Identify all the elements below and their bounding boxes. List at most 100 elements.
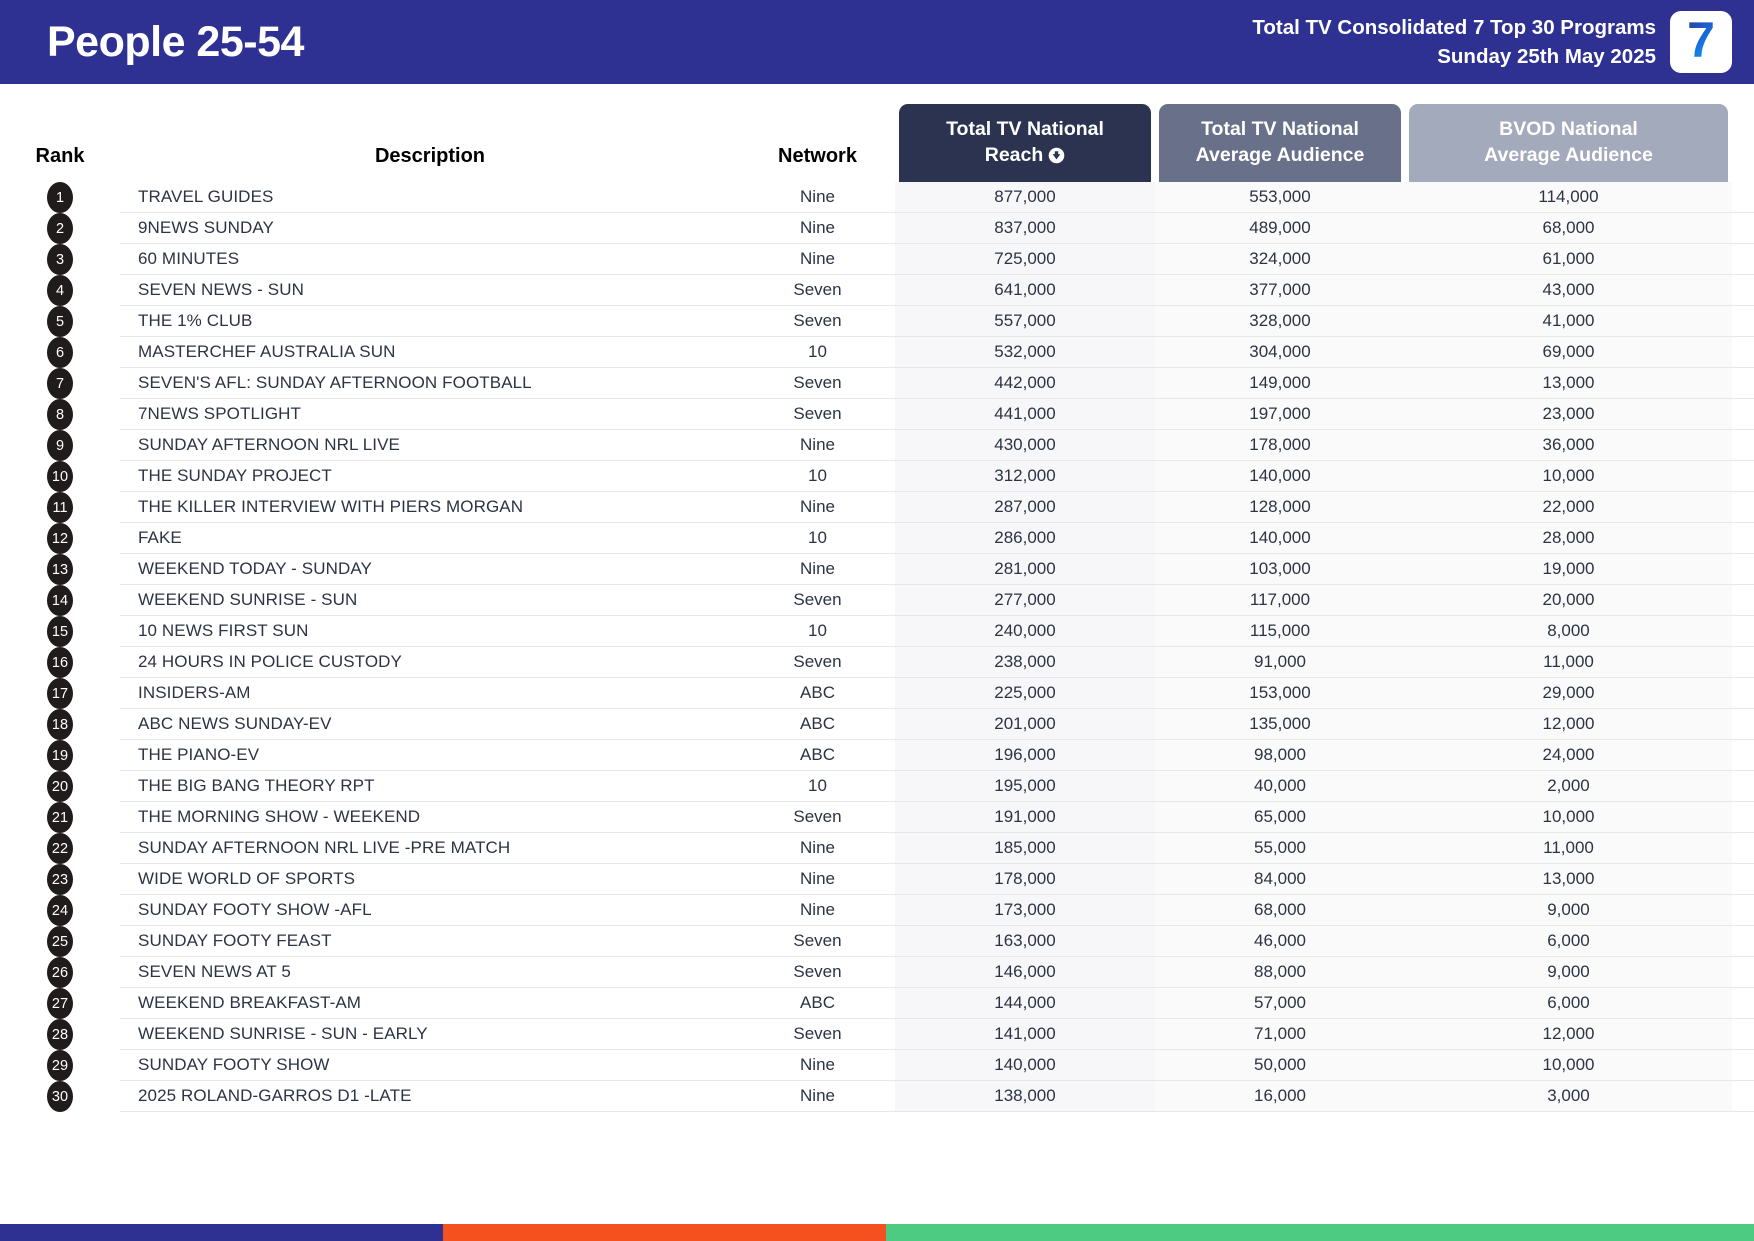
total-tv-reach-cell: 238,000 [895,647,1155,678]
table-row[interactable]: 27 WEEKEND BREAKFAST-AM ABC 144,000 57,000 6,… [0,988,1754,1019]
total-tv-average-audience-cell: 489,000 [1155,213,1405,244]
column-header-rank[interactable]: Rank [0,84,120,182]
bvod-average-audience-cell: 9,000 [1405,895,1732,926]
total-tv-average-audience-cell: 84,000 [1155,864,1405,895]
table-row[interactable]: 26 SEVEN NEWS AT 5 Seven 146,000 88,000 9,000 [0,957,1754,988]
rank-badge: 25 [47,926,73,957]
description-cell: THE BIG BANG THEORY RPT [120,771,740,802]
table-row[interactable]: 25 SUNDAY FOOTY FEAST Seven 163,000 46,000 6,… [0,926,1754,957]
total-tv-reach-cell: 312,000 [895,461,1155,492]
column-header-description[interactable]: Description [120,84,740,182]
bvod-average-audience-cell: 11,000 [1405,647,1732,678]
header-meta: Total TV Consolidated 7 Top 30 Programs … [1252,13,1656,71]
total-tv-reach-cell: 225,000 [895,678,1155,709]
row-spacer-cell [1732,802,1754,833]
total-tv-reach-cell: 287,000 [895,492,1155,523]
table-row[interactable]: 1 TRAVEL GUIDES Nine 877,000 553,000 114,000 [0,182,1754,213]
column-header-bvod-average-audience[interactable]: BVOD National Average Audience [1405,84,1732,182]
network-cell: Nine [740,213,895,244]
footer-segment-green [886,1224,1754,1241]
total-tv-reach-cell: 140,000 [895,1050,1155,1081]
header-right-group: Total TV Consolidated 7 Top 30 Programs … [1252,11,1732,73]
table-row[interactable]: 5 THE 1% CLUB Seven 557,000 328,000 41,000 [0,306,1754,337]
total-tv-reach-cell: 144,000 [895,988,1155,1019]
table-row[interactable]: 19 THE PIANO-EV ABC 196,000 98,000 24,000 [0,740,1754,771]
total-tv-average-audience-cell: 98,000 [1155,740,1405,771]
table-row[interactable]: 16 24 HOURS IN POLICE CUSTODY Seven 238,000… [0,647,1754,678]
programs-table-container: Rank Description Network Total TV Nation… [0,84,1754,1112]
table-row[interactable]: 4 SEVEN NEWS - SUN Seven 641,000 377,000 43,0… [0,275,1754,306]
table-row[interactable]: 12 FAKE 10 286,000 140,000 28,000 [0,523,1754,554]
table-row[interactable]: 24 SUNDAY FOOTY SHOW -AFL Nine 173,000 68,00… [0,895,1754,926]
total-tv-average-audience-cell: 140,000 [1155,523,1405,554]
network-cell: Seven [740,957,895,988]
rank-badge: 28 [47,1019,73,1050]
column-header-total-tv-average-audience[interactable]: Total TV National Average Audience [1155,84,1405,182]
table-row[interactable]: 28 WEEKEND SUNRISE - SUN - EARLY Seven 141,… [0,1019,1754,1050]
network-cell: Nine [740,1050,895,1081]
network-cell: Seven [740,647,895,678]
total-tv-average-audience-cell: 103,000 [1155,554,1405,585]
description-cell: SEVEN'S AFL: SUNDAY AFTERNOON FOOTBALL [120,368,740,399]
total-tv-reach-cell: 173,000 [895,895,1155,926]
table-row[interactable]: 9 SUNDAY AFTERNOON NRL LIVE Nine 430,000 178… [0,430,1754,461]
table-row[interactable]: 3 60 MINUTES Nine 725,000 324,000 61,000 [0,244,1754,275]
rank-badge: 14 [47,585,73,616]
rank-badge: 24 [47,895,73,926]
row-spacer-cell [1732,337,1754,368]
column-header-rank-label: Rank [35,145,85,167]
description-cell: WIDE WORLD OF SPORTS [120,864,740,895]
network-cell: ABC [740,988,895,1019]
column-header-reach-line2-wrap: Reach [985,143,1066,169]
total-tv-reach-cell: 532,000 [895,337,1155,368]
row-spacer-cell [1732,1081,1754,1112]
total-tv-average-audience-cell: 324,000 [1155,244,1405,275]
rank-cell: 18 [0,709,120,740]
table-row[interactable]: 21 THE MORNING SHOW - WEEKEND Seven 191,000… [0,802,1754,833]
table-row[interactable]: 15 10 NEWS FIRST SUN 10 240,000 115,000 8,000 [0,616,1754,647]
table-row[interactable]: 13 WEEKEND TODAY - SUNDAY Nine 281,000 103,0… [0,554,1754,585]
total-tv-reach-cell: 277,000 [895,585,1155,616]
description-cell: SEVEN NEWS AT 5 [120,957,740,988]
table-row[interactable]: 6 MASTERCHEF AUSTRALIA SUN 10 532,000 304,00… [0,337,1754,368]
table-row[interactable]: 20 THE BIG BANG THEORY RPT 10 195,000 40,000… [0,771,1754,802]
row-spacer-cell [1732,492,1754,523]
table-row[interactable]: 2 9NEWS SUNDAY Nine 837,000 489,000 68,000 [0,213,1754,244]
sort-descending-icon[interactable] [1048,146,1065,164]
table-row[interactable]: 10 THE SUNDAY PROJECT 10 312,000 140,000 10,0… [0,461,1754,492]
rank-cell: 2 [0,213,120,244]
total-tv-average-audience-cell: 91,000 [1155,647,1405,678]
table-row[interactable]: 8 7NEWS SPOTLIGHT Seven 441,000 197,000 23,00… [0,399,1754,430]
rank-cell: 15 [0,616,120,647]
total-tv-reach-cell: 725,000 [895,244,1155,275]
description-cell: 2025 ROLAND-GARROS D1 -LATE [120,1081,740,1112]
table-row[interactable]: 17 INSIDERS-AM ABC 225,000 153,000 29,000 [0,678,1754,709]
table-row[interactable]: 22 SUNDAY AFTERNOON NRL LIVE -PRE MATCH Ni… [0,833,1754,864]
network-cell: 10 [740,771,895,802]
rank-cell: 12 [0,523,120,554]
table-row[interactable]: 18 ABC NEWS SUNDAY-EV ABC 201,000 135,000 12,… [0,709,1754,740]
network-cell: Nine [740,895,895,926]
column-header-network[interactable]: Network [740,84,895,182]
total-tv-average-audience-cell: 328,000 [1155,306,1405,337]
total-tv-reach-cell: 281,000 [895,554,1155,585]
row-spacer-cell [1732,399,1754,430]
description-cell: FAKE [120,523,740,554]
row-spacer-cell [1732,895,1754,926]
table-row[interactable]: 29 SUNDAY FOOTY SHOW Nine 140,000 50,000 10,0… [0,1050,1754,1081]
total-tv-average-audience-cell: 153,000 [1155,678,1405,709]
column-header-spacer [1732,84,1754,182]
table-row[interactable]: 23 WIDE WORLD OF SPORTS Nine 178,000 84,000 1… [0,864,1754,895]
total-tv-reach-cell: 163,000 [895,926,1155,957]
column-header-total-tv-reach[interactable]: Total TV National Reach [895,84,1155,182]
table-row[interactable]: 7 SEVEN'S AFL: SUNDAY AFTERNOON FOOTBALL S… [0,368,1754,399]
network-cell: 10 [740,616,895,647]
table-row[interactable]: 14 WEEKEND SUNRISE - SUN Seven 277,000 117,0… [0,585,1754,616]
table-row[interactable]: 11 THE KILLER INTERVIEW WITH PIERS MORGAN… [0,492,1754,523]
total-tv-reach-cell: 185,000 [895,833,1155,864]
table-row[interactable]: 30 2025 ROLAND-GARROS D1 -LATE Nine 138,000… [0,1081,1754,1112]
description-cell: TRAVEL GUIDES [120,182,740,213]
description-cell: THE PIANO-EV [120,740,740,771]
rank-cell: 1 [0,182,120,213]
total-tv-reach-cell: 442,000 [895,368,1155,399]
